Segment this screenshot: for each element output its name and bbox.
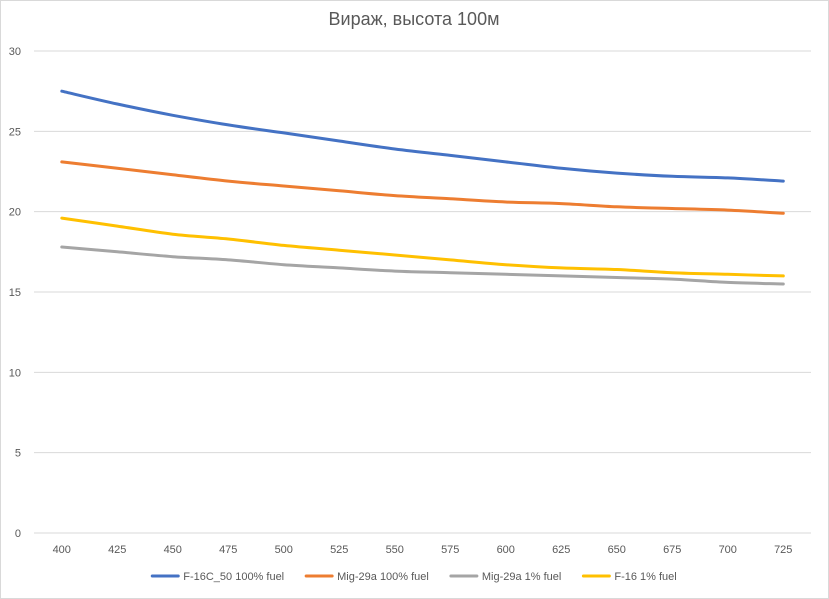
x-tick-label: 475 [219, 544, 237, 556]
y-tick-label: 5 [15, 448, 21, 460]
legend-label: Mig-29a 100% fuel [337, 571, 429, 583]
x-tick-label: 675 [663, 544, 681, 556]
series-line [60, 216, 785, 278]
y-axis-ticks: 0 5 10 15 20 25 30 [9, 46, 21, 540]
y-tick-label: 10 [9, 367, 21, 379]
gridlines [34, 50, 811, 534]
legend-label: Mig-29a 1% fuel [482, 571, 562, 583]
x-tick-label: 625 [552, 544, 570, 556]
y-tick-label: 30 [9, 46, 21, 58]
x-tick-label: 575 [441, 544, 459, 556]
x-tick-label: 650 [608, 544, 626, 556]
series-lines [60, 89, 785, 286]
legend-label: F-16 1% fuel [614, 571, 676, 583]
y-tick-label: 15 [9, 287, 21, 299]
y-tick-label: 0 [15, 528, 21, 540]
x-tick-label: 525 [330, 544, 348, 556]
x-tick-label: 500 [275, 544, 293, 556]
y-tick-label: 25 [9, 126, 21, 138]
series-line [60, 245, 785, 286]
x-tick-label: 400 [53, 544, 71, 556]
chart-title: Вираж, высота 100м [329, 9, 500, 29]
x-tick-label: 600 [497, 544, 515, 556]
x-axis-ticks: 400 425 450 475 500 525 550 575 600 625 650 675 700 7… [53, 544, 793, 556]
x-tick-label: 425 [108, 544, 126, 556]
series-line [60, 89, 785, 183]
x-tick-label: 550 [386, 544, 404, 556]
series-line [60, 160, 785, 215]
y-tick-label: 20 [9, 207, 21, 219]
x-tick-label: 725 [774, 544, 792, 556]
legend-label: F-16C_50 100% fuel [183, 571, 284, 583]
x-tick-label: 450 [164, 544, 182, 556]
legend: F-16C_50 100% fuel Mig-29a 100% fuel Mig-2… [150, 571, 677, 583]
x-tick-label: 700 [719, 544, 737, 556]
